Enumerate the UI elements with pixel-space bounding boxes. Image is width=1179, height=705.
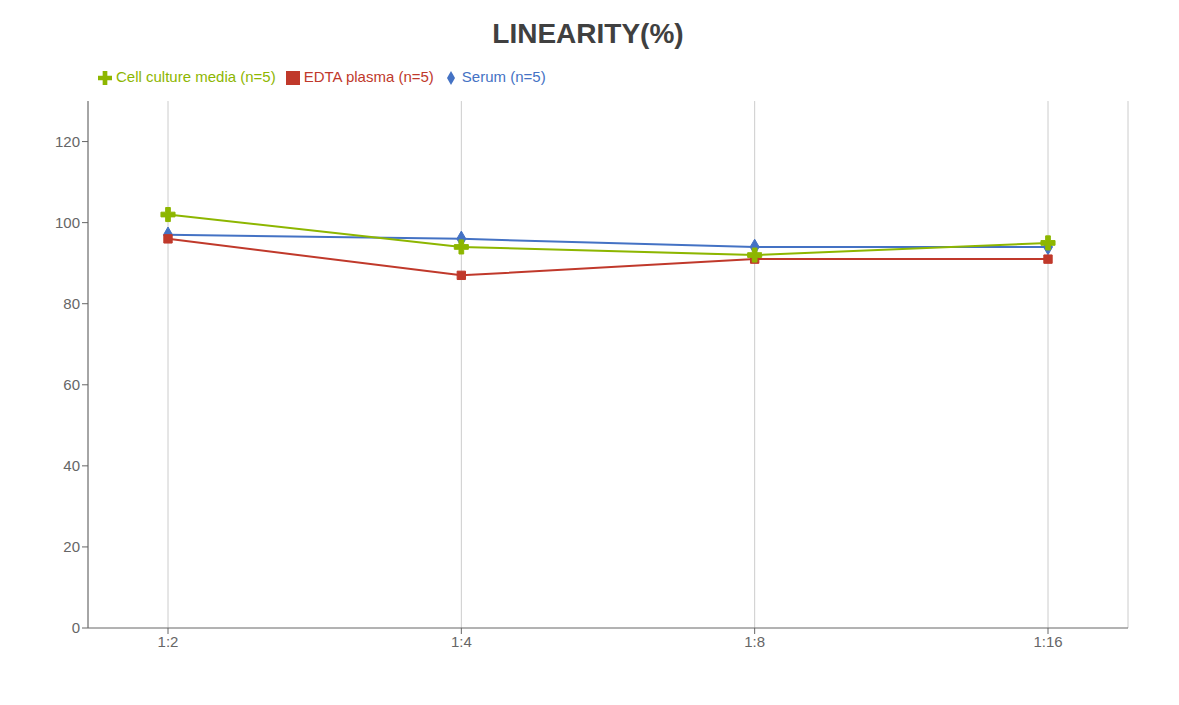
svg-text:1:16: 1:16 xyxy=(1033,633,1062,650)
svg-text:60: 60 xyxy=(63,376,80,393)
html-text:EDTA plasma (n=5): EDTA plasma (n=5) xyxy=(303,68,434,85)
svg-text:1:2: 1:2 xyxy=(158,633,179,650)
svg-text:0: 0 xyxy=(72,619,80,636)
html-text:Serum (n=5): Serum (n=5) xyxy=(461,68,546,85)
svg-text:1:8: 1:8 xyxy=(744,633,765,650)
html-text:Cell culture media (n=5): Cell culture media (n=5) xyxy=(116,68,276,85)
svg-text:80: 80 xyxy=(63,295,80,312)
svg-text:120: 120 xyxy=(55,133,80,150)
svg-text:100: 100 xyxy=(55,214,80,231)
html-text:LINEARITY(%): LINEARITY(%) xyxy=(492,18,684,49)
svg-text:40: 40 xyxy=(63,457,80,474)
svg-text:1:4: 1:4 xyxy=(451,633,472,650)
svg-text:20: 20 xyxy=(63,538,80,555)
